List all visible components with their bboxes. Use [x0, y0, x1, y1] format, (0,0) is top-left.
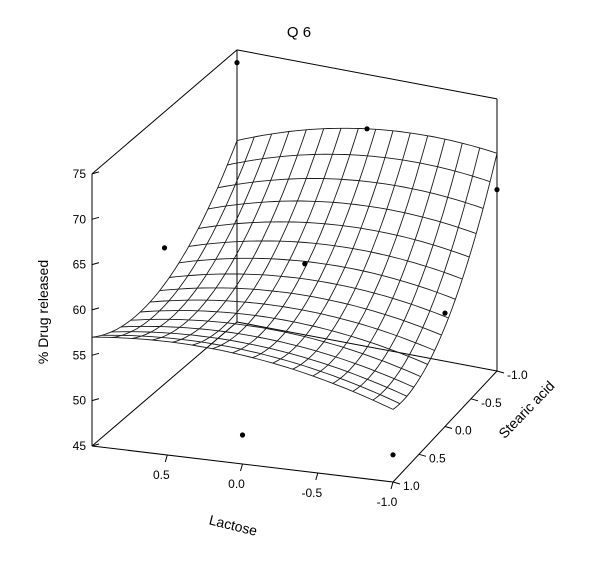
z-tick-mark-3: [91, 307, 100, 311]
y-tick-mark-2: [444, 426, 453, 429]
data-point-0: [234, 60, 240, 66]
mesh-line-x-8: [252, 129, 377, 359]
z-tick-label-4: 65: [73, 258, 87, 272]
x-tick-mark-2: [315, 472, 319, 481]
y-tick-mark-1: [470, 398, 479, 402]
chart-title: Q 6: [287, 24, 311, 41]
z-tick-mark-1: [91, 398, 100, 402]
front-edges: [91, 370, 498, 483]
mesh-line-y-5: [188, 240, 463, 280]
mesh-line-y-2: [217, 178, 484, 209]
y-tick-label-4: 1.0: [403, 479, 420, 493]
mesh-line-x-9: [272, 130, 394, 364]
mesh-line-x-15: [392, 153, 498, 410]
mesh-line-x-7: [232, 128, 359, 354]
z-tick-mark-0: [91, 443, 100, 447]
mesh-line-y-13: [111, 331, 408, 397]
data-point-1: [364, 126, 370, 132]
data-point-3: [161, 245, 168, 251]
z-tick-label-6: 75: [73, 167, 87, 181]
mesh-line-x-0: [91, 140, 238, 338]
back-floor-edge-left: [91, 321, 238, 447]
y-tick-label-3: 0.5: [429, 451, 446, 465]
mesh-line-x-11: [312, 135, 429, 377]
data-point-6: [239, 432, 246, 438]
mesh-line-y-7: [169, 273, 449, 319]
mesh-line-y-0: [236, 127, 498, 154]
mesh-line-y-3: [207, 200, 477, 235]
surface-mesh: [91, 127, 498, 410]
back-walls: [91, 49, 498, 447]
mesh-line-y-6: [178, 257, 456, 300]
mesh-line-y-1: [227, 153, 491, 183]
mesh-line-x-1: [112, 136, 255, 338]
z-tick-mark-4: [91, 262, 100, 266]
x-tick-mark-3: [390, 481, 394, 490]
data-point-5: [442, 310, 448, 316]
z-tick-mark-5: [91, 216, 100, 220]
x-tick-label-3: -1.0: [377, 495, 398, 509]
y-axis-ticks: -1.0 -0.5 0.0 0.5 1.0: [392, 368, 528, 493]
mesh-line-y-9: [149, 299, 435, 351]
x-tick-label-2: -0.5: [301, 486, 322, 500]
y-tick-mark-0: [496, 370, 505, 374]
z-tick-label-3: 60: [73, 303, 87, 317]
top-back-edge-left: [91, 49, 238, 175]
z-tick-mark-2: [91, 352, 100, 356]
mesh-line-y-10: [140, 310, 428, 365]
y-axis-label: Stearic acid: [495, 378, 557, 442]
y-tick-mark-3: [418, 453, 427, 457]
y-tick-label-1: -0.5: [481, 396, 502, 410]
mesh-line-y-4: [198, 221, 470, 258]
data-point-7: [390, 452, 396, 458]
z-axis-ticks: 45 50 55 60 65 70 75: [73, 167, 100, 453]
z-tick-label-0: 45: [73, 439, 87, 453]
mesh-line-y-12: [120, 325, 414, 388]
x-tick-mark-1: [240, 463, 243, 472]
mesh-line-x-4: [172, 129, 307, 343]
mesh-line-y-11: [130, 318, 421, 378]
mesh-line-x-13: [352, 143, 463, 392]
x-axis-label: Lactose: [207, 511, 259, 538]
mesh-line-x-10: [292, 132, 411, 370]
data-point-4: [302, 261, 308, 267]
y-tick-label-0: -1.0: [507, 368, 528, 382]
z-tick-mark-6: [91, 171, 100, 175]
x-tick-mark-0: [164, 454, 168, 463]
data-point-2: [494, 187, 500, 193]
mesh-line-y-8: [159, 287, 442, 336]
z-tick-label-5: 70: [73, 212, 87, 226]
mesh-line-x-6: [212, 128, 342, 350]
x-tick-label-1: 0.0: [228, 477, 245, 491]
mesh-line-x-5: [192, 128, 325, 346]
y-tick-label-2: 0.0: [455, 424, 472, 438]
z-axis-label: % Drug released: [35, 260, 51, 364]
mesh-line-y-14: [101, 334, 401, 405]
back-floor-edge-right: [236, 321, 498, 372]
mesh-line-x-12: [332, 139, 446, 384]
x-tick-label-0: 0.5: [153, 468, 170, 482]
mesh-line-x-3: [152, 131, 290, 341]
x-axis-ticks: 0.5 0.0 -0.5 -1.0: [153, 454, 398, 509]
mesh-line-x-2: [132, 133, 273, 339]
mesh-line-x-14: [372, 147, 481, 401]
y-tick-mark-4: [392, 481, 401, 485]
top-back-edge-right: [236, 49, 498, 100]
mesh-line-y-15: [92, 336, 394, 410]
z-tick-label-2: 55: [73, 348, 87, 362]
design-points: [161, 60, 500, 458]
z-tick-label-1: 50: [73, 394, 87, 408]
